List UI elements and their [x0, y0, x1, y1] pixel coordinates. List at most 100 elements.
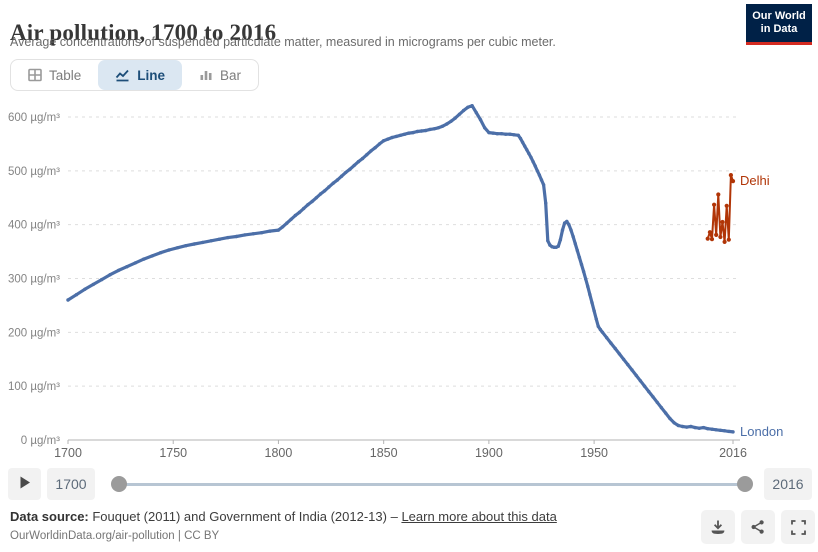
- london-data-point[interactable]: [609, 341, 613, 345]
- delhi-data-point[interactable]: [730, 179, 736, 184]
- london-data-point[interactable]: [588, 293, 592, 297]
- line-chart[interactable]: 0 µg/m³ 100 µg/m³ 200 µg/m³ 300 µg/m³ 400 µg…: [0, 88, 818, 468]
- london-data-point[interactable]: [626, 362, 630, 367]
- london-data-point[interactable]: [453, 116, 457, 120]
- london-data-point[interactable]: [116, 268, 121, 273]
- london-data-point[interactable]: [642, 384, 647, 388]
- london-data-point[interactable]: [689, 424, 693, 429]
- london-data-point[interactable]: [634, 373, 638, 378]
- timeline-handle-start[interactable]: [111, 476, 127, 492]
- london-data-point[interactable]: [504, 132, 508, 136]
- london-data-point[interactable]: [158, 251, 163, 255]
- london-data-point[interactable]: [558, 238, 563, 242]
- london-data-point[interactable]: [403, 132, 407, 136]
- london-data-point[interactable]: [531, 160, 535, 164]
- timeline-end-year[interactable]: 2016: [764, 468, 812, 500]
- london-data-point[interactable]: [647, 389, 651, 394]
- london-data-point[interactable]: [630, 368, 634, 372]
- london-data-point[interactable]: [415, 129, 419, 134]
- london-data-point[interactable]: [546, 239, 550, 243]
- london-data-point[interactable]: [617, 352, 622, 356]
- london-data-point[interactable]: [285, 221, 289, 225]
- london-data-point[interactable]: [571, 234, 575, 239]
- london-data-point[interactable]: [74, 293, 79, 297]
- london-data-point[interactable]: [377, 142, 382, 146]
- london-data-point[interactable]: [365, 153, 369, 157]
- london-data-point[interactable]: [556, 244, 560, 248]
- delhi-data-point[interactable]: [712, 202, 717, 207]
- delhi-data-point[interactable]: [718, 234, 723, 240]
- london-data-point[interactable]: [150, 254, 154, 258]
- london-data-point[interactable]: [293, 213, 297, 218]
- london-data-point[interactable]: [314, 196, 318, 200]
- london-data-point[interactable]: [594, 317, 598, 321]
- delhi-data-point[interactable]: [720, 219, 725, 225]
- share-button[interactable]: [741, 510, 775, 544]
- london-data-point[interactable]: [544, 201, 548, 205]
- london-data-point[interactable]: [598, 327, 603, 332]
- london-data-point[interactable]: [478, 118, 483, 122]
- london-data-point[interactable]: [539, 178, 544, 182]
- london-data-point[interactable]: [714, 428, 718, 432]
- london-data-point[interactable]: [573, 241, 577, 246]
- delhi-data-point[interactable]: [707, 230, 713, 235]
- delhi-data-point[interactable]: [714, 232, 719, 237]
- london-data-point[interactable]: [474, 111, 478, 115]
- london-data-point[interactable]: [523, 144, 527, 148]
- london-data-point[interactable]: [575, 248, 579, 253]
- london-data-point[interactable]: [281, 225, 285, 229]
- london-data-point[interactable]: [91, 282, 96, 287]
- london-data-point[interactable]: [390, 135, 394, 140]
- london-data-point[interactable]: [331, 181, 335, 185]
- london-data-point[interactable]: [184, 244, 188, 248]
- timeline-handle-end[interactable]: [737, 476, 753, 492]
- london-data-point[interactable]: [527, 151, 531, 156]
- london-data-point[interactable]: [680, 424, 685, 429]
- london-data-point[interactable]: [306, 203, 310, 207]
- london-data-point[interactable]: [226, 235, 230, 240]
- london-data-point[interactable]: [243, 233, 247, 237]
- london-data-point[interactable]: [373, 146, 377, 150]
- delhi-data-point[interactable]: [726, 237, 731, 242]
- london-data-point[interactable]: [424, 128, 428, 133]
- delhi-data-point[interactable]: [728, 173, 734, 178]
- play-button[interactable]: [8, 468, 41, 500]
- london-data-point[interactable]: [382, 139, 386, 143]
- london-data-point[interactable]: [436, 126, 441, 130]
- london-data-point[interactable]: [569, 228, 573, 232]
- timeline-slider[interactable]: [104, 468, 756, 500]
- london-data-point[interactable]: [445, 122, 449, 126]
- london-data-point[interactable]: [470, 104, 474, 108]
- london-data-point[interactable]: [701, 425, 706, 430]
- fullscreen-button[interactable]: [781, 510, 815, 544]
- delhi-data-point[interactable]: [724, 203, 729, 208]
- learn-more-link[interactable]: Learn more about this data: [401, 509, 557, 524]
- tab-bar[interactable]: Bar: [182, 60, 258, 90]
- london-data-point[interactable]: [449, 119, 453, 123]
- london-data-point[interactable]: [697, 426, 701, 430]
- london-data-point[interactable]: [398, 133, 403, 137]
- london-data-point[interactable]: [565, 219, 569, 224]
- london-data-point[interactable]: [577, 255, 582, 260]
- london-data-point[interactable]: [581, 269, 586, 274]
- london-data-point[interactable]: [592, 309, 596, 313]
- london-data-point[interactable]: [167, 248, 171, 252]
- delhi-data-point[interactable]: [716, 192, 721, 197]
- delhi-data-point[interactable]: [705, 236, 710, 241]
- london-data-point[interactable]: [672, 421, 676, 425]
- london-data-point[interactable]: [289, 217, 293, 221]
- london-data-point[interactable]: [483, 126, 487, 130]
- timeline-start-year[interactable]: 1700: [47, 468, 95, 500]
- london-data-point[interactable]: [457, 112, 462, 116]
- london-data-point[interactable]: [537, 173, 542, 177]
- london-data-point[interactable]: [722, 429, 727, 433]
- london-data-point[interactable]: [651, 395, 655, 399]
- london-data-point[interactable]: [466, 105, 470, 109]
- london-data-point[interactable]: [310, 199, 314, 204]
- london-data-point[interactable]: [718, 428, 723, 432]
- london-data-point[interactable]: [518, 136, 523, 141]
- london-data-point[interactable]: [302, 206, 306, 211]
- london-data-point[interactable]: [590, 301, 594, 305]
- london-data-point[interactable]: [731, 430, 735, 434]
- london-data-point[interactable]: [133, 261, 137, 265]
